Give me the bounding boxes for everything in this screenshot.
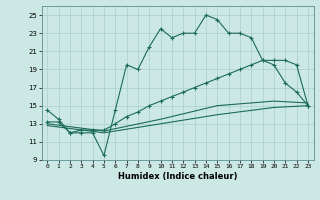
X-axis label: Humidex (Indice chaleur): Humidex (Indice chaleur)	[118, 172, 237, 181]
